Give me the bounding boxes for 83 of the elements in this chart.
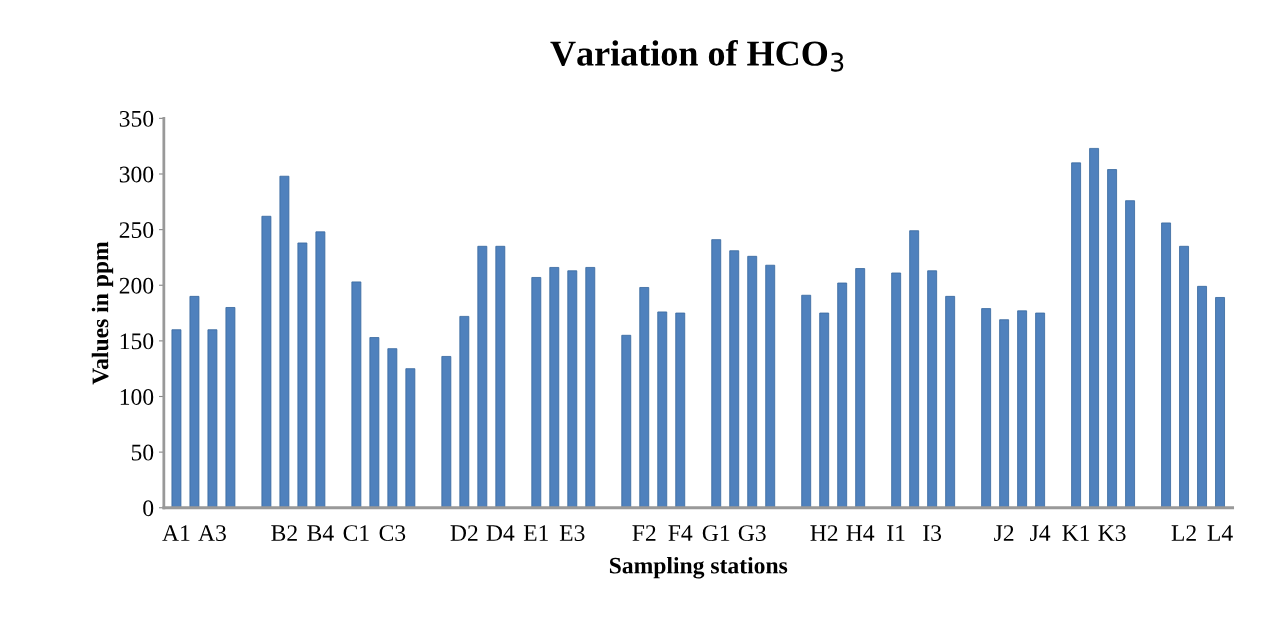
x-axis-title: Sampling stations (609, 556, 788, 579)
bar (189, 295, 200, 508)
y-tick-label: 0 (143, 500, 154, 517)
x-tick-label: F2 (632, 525, 656, 541)
x-tick-label: L2 (1171, 525, 1196, 541)
bar (765, 264, 776, 508)
y-tick-label: 250 (119, 222, 154, 239)
bar (927, 270, 938, 508)
bar (225, 307, 236, 508)
bar (837, 282, 848, 508)
bar (315, 231, 326, 508)
x-tick-label: D4 (486, 525, 515, 541)
x-tick-label: G3 (738, 525, 766, 542)
bar (531, 277, 542, 508)
x-tick-label: J2 (994, 525, 1014, 542)
bar (405, 368, 416, 508)
chart-title: Variation of HCO$_{3}$ (550, 39, 844, 72)
x-tick-label: G1 (702, 525, 730, 542)
x-tick-label: C1 (343, 525, 369, 542)
bar (801, 294, 812, 508)
bar (657, 311, 668, 508)
bar (891, 272, 902, 508)
bar (1107, 169, 1117, 508)
bar (747, 255, 758, 508)
bar (999, 319, 1010, 508)
bar (729, 250, 740, 508)
x-tick-label: B4 (307, 525, 334, 541)
bar (585, 267, 596, 508)
bar (675, 312, 686, 508)
x-tick-label: K1 (1062, 525, 1090, 541)
bar (1125, 200, 1135, 508)
bar (171, 329, 182, 508)
bar (549, 267, 560, 508)
bar (909, 230, 920, 508)
bar (1197, 285, 1207, 508)
x-tick-label: L4 (1207, 525, 1233, 541)
bar (1161, 222, 1171, 508)
y-tick-label: 100 (120, 388, 154, 405)
y-tick-label: 150 (120, 333, 154, 350)
x-tick-label: A3 (198, 525, 226, 542)
x-tick-label: E1 (523, 525, 548, 541)
y-tick-label: 300 (119, 166, 154, 183)
bar (1215, 297, 1225, 508)
y-axis-title: Values in ppm (91, 241, 114, 385)
bar (387, 348, 398, 508)
bar (441, 356, 452, 508)
bar (1089, 147, 1100, 508)
bar (495, 245, 506, 508)
bar (711, 239, 722, 508)
bar (819, 312, 830, 508)
y-tick-label: 200 (119, 277, 154, 294)
x-tick-label: I1 (887, 525, 905, 541)
bar (639, 287, 650, 508)
bar (351, 281, 362, 508)
x-tick-label: B2 (271, 525, 297, 541)
x-tick-label: D2 (450, 525, 478, 541)
x-tick-label: I3 (923, 525, 942, 542)
bar (477, 245, 488, 508)
bar (1179, 245, 1189, 508)
x-tick-label: H4 (846, 525, 875, 541)
bar (1071, 162, 1082, 508)
x-tick-label: J4 (1030, 525, 1051, 542)
bar (855, 268, 866, 508)
x-tick-label: F4 (668, 525, 693, 541)
x-tick-label: K3 (1098, 525, 1126, 542)
bar (279, 175, 290, 508)
bar (261, 215, 272, 508)
bar (369, 337, 380, 508)
bar (567, 270, 578, 508)
bar (1035, 312, 1046, 508)
bar (297, 242, 308, 508)
bar (981, 308, 992, 508)
x-tick-label: A1 (162, 525, 190, 541)
x-tick-label: E3 (559, 525, 585, 542)
bar (459, 315, 470, 508)
y-tick-label: 350 (119, 110, 154, 127)
bar (621, 334, 632, 508)
x-tick-label: C3 (379, 525, 406, 542)
y-tick-label: 50 (131, 444, 154, 461)
bar (945, 295, 956, 508)
x-tick-label: H2 (810, 525, 838, 541)
bar (207, 329, 218, 508)
bar (1017, 310, 1028, 508)
